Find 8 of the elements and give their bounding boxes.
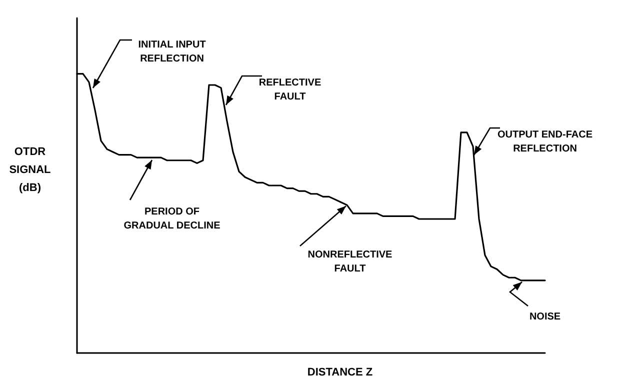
annotation: NONREFLECTIVE FAULT (308, 250, 393, 274)
y-axis-title: OTDR SIGNAL (dB) (9, 146, 52, 194)
annotation: PERIOD OF GRADUAL DECLINE (124, 206, 221, 232)
text: INITIAL INPUT REFLECTION (138, 40, 206, 64)
annotation: REFLECTIVE FAULT (258, 78, 322, 102)
x-axis-title: DISTANCE Z (307, 366, 373, 378)
annotation: OUTPUT END-FACE REFLECTION (498, 130, 593, 154)
annotation: NOISE (529, 312, 561, 322)
